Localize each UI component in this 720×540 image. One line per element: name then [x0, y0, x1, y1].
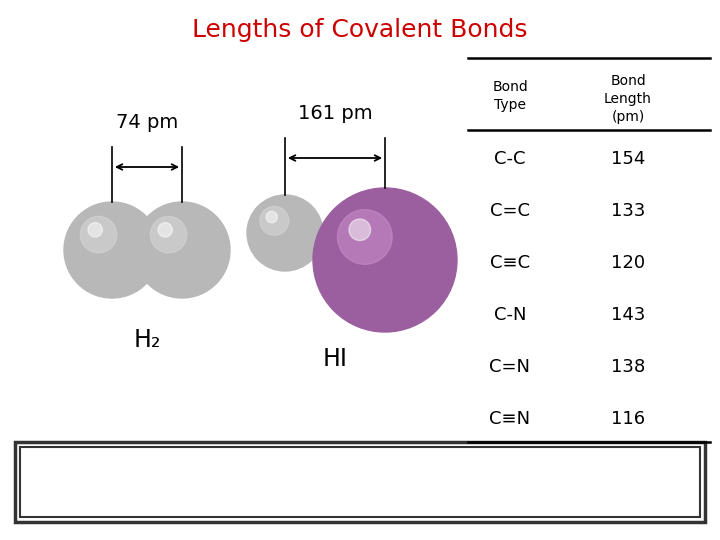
Text: 143: 143 — [611, 306, 645, 323]
Circle shape — [88, 222, 102, 237]
Circle shape — [81, 217, 117, 253]
Text: 74 pm: 74 pm — [116, 113, 178, 132]
Text: C-C: C-C — [494, 150, 526, 167]
Circle shape — [158, 222, 172, 237]
Text: C-N: C-N — [494, 306, 526, 323]
Circle shape — [338, 210, 392, 264]
Text: H₂: H₂ — [133, 328, 161, 352]
Text: Bond
Type: Bond Type — [492, 80, 528, 112]
Text: C≡N: C≡N — [490, 410, 531, 428]
Text: Triple bond < Double Bond < Single Bond: Triple bond < Double Bond < Single Bond — [151, 487, 569, 505]
Circle shape — [260, 206, 289, 235]
Circle shape — [150, 217, 186, 253]
Text: C=N: C=N — [490, 357, 531, 376]
Text: Lengths of Covalent Bonds: Lengths of Covalent Bonds — [192, 18, 528, 42]
Circle shape — [134, 202, 230, 298]
Text: HI: HI — [323, 347, 348, 371]
FancyBboxPatch shape — [15, 442, 705, 522]
Text: C≡C: C≡C — [490, 254, 530, 272]
Text: 161 pm: 161 pm — [297, 104, 372, 123]
Circle shape — [349, 219, 371, 240]
Text: C=C: C=C — [490, 201, 530, 220]
Text: Bond Lengths: Bond Lengths — [291, 455, 429, 473]
Text: 120: 120 — [611, 254, 645, 272]
Circle shape — [313, 188, 457, 332]
Circle shape — [247, 195, 323, 271]
Text: 154: 154 — [611, 150, 645, 167]
Text: Bond
Length
(pm): Bond Length (pm) — [604, 73, 652, 124]
FancyBboxPatch shape — [20, 447, 700, 517]
Text: 133: 133 — [611, 201, 645, 220]
Circle shape — [266, 211, 277, 222]
Text: 138: 138 — [611, 357, 645, 376]
Circle shape — [64, 202, 160, 298]
Text: 116: 116 — [611, 410, 645, 428]
